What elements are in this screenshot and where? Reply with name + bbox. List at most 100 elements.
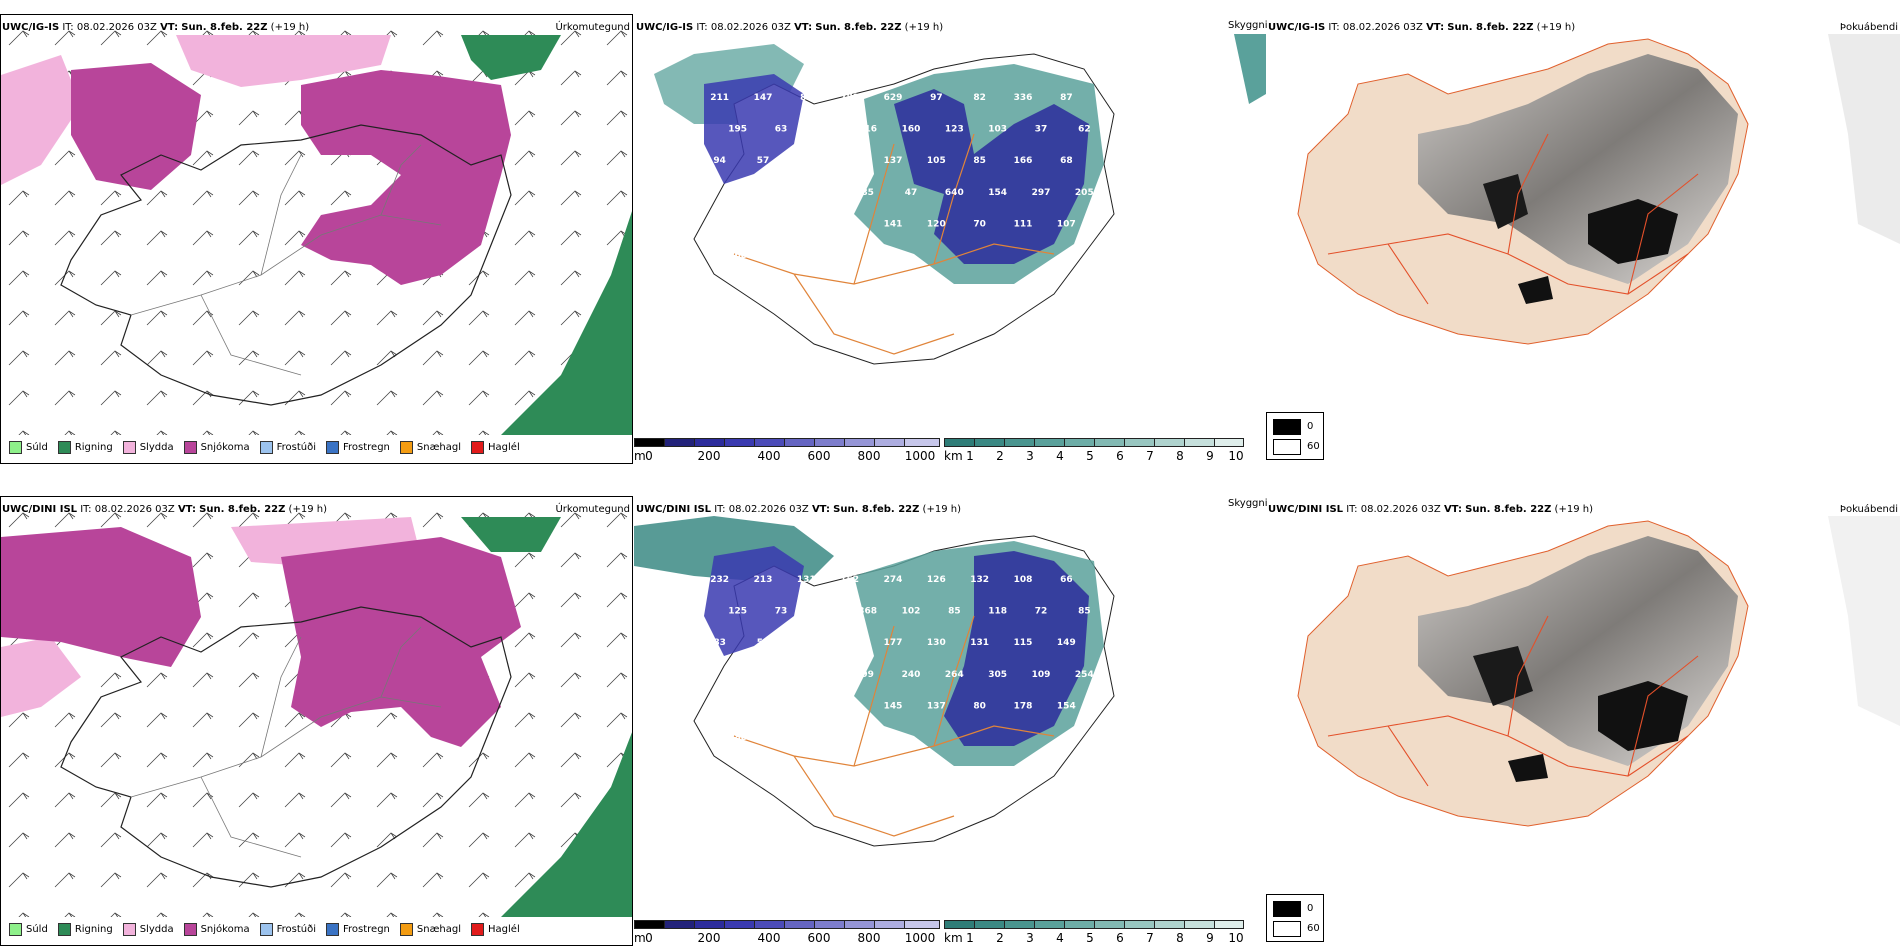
visibility-km-tick: 1 [966, 449, 974, 463]
visibility-km-tick: 4 [1056, 931, 1064, 945]
visibility-value-label: 102 [902, 607, 921, 617]
legend-item-rigning: Rigning [57, 441, 113, 454]
snow-region-north-row1 [301, 70, 511, 285]
visibility-value-label: 166 [840, 638, 859, 648]
panel-title-visibility-row1: Skyggni [1228, 20, 1268, 31]
visibility-value-label: 213 [754, 575, 773, 585]
visibility-m-tick: 0 [645, 931, 653, 945]
visibility-km-tick: 4 [1056, 449, 1064, 463]
visibility-value-label: 85 [800, 93, 813, 103]
visibility-value-label: 166 [1014, 156, 1033, 166]
visibility-value-label: 83 [713, 638, 726, 648]
visibility-value-label: 118 [988, 607, 1007, 617]
visibility-value-label: 216 [858, 125, 877, 135]
precip-type-legend-row1: Súld Rigning Slydda Snjókoma Frostúði Fr… [9, 441, 530, 454]
visibility-value-label: 218 [710, 220, 729, 230]
precip-type-map-panel-row1: Súld Rigning Slydda Snjókoma Frostúði Fr… [0, 14, 633, 464]
visibility-km-tick: 10 [1228, 931, 1244, 945]
visibility-m-tick: 1000 [904, 449, 936, 463]
precip-type-map-row1 [1, 15, 632, 435]
visibility-value-label: 82 [973, 93, 986, 103]
visibility-km-colorbar-row1: km 1 2 3 4 5 6 7 8 9 10 [944, 438, 1244, 464]
legend-item-frostudi: Frostúði [259, 441, 316, 454]
visibility-value-label: 120 [927, 220, 946, 230]
visibility-km-unit: km [944, 449, 963, 463]
legend-item-snjokoma: Snjókoma [183, 923, 250, 936]
visibility-km-tick: 3 [1026, 931, 1034, 945]
rain-region-northeast-row2 [461, 517, 561, 552]
panel-header-fog-row2: UWC/DINI ISL IT: 08.02.2026 03Z VT: Sun.… [1268, 504, 1593, 515]
visibility-km-tick: 7 [1146, 931, 1154, 945]
fog-east-fade-row2 [1828, 516, 1900, 726]
fog-dark-spot-south-row1 [1518, 276, 1553, 304]
legend-item-snaehagl: Snæhagl [399, 923, 461, 936]
visibility-value-label: 97 [930, 93, 943, 103]
visibility-value-label: 168 [728, 251, 747, 261]
legend-item-snaehagl: Snæhagl [399, 441, 461, 454]
visibility-value-label: 66 [1060, 575, 1073, 585]
visibility-value-label: 789 [840, 93, 859, 103]
visibility-value-label: 160 [902, 125, 921, 135]
legend-item-snjokoma: Snjókoma [183, 441, 250, 454]
visibility-m-unit: m [634, 449, 646, 463]
visibility-value-label: 131 [797, 575, 816, 585]
legend-item-haglel: Haglél [471, 923, 520, 936]
legend-item-frostudi: Frostúði [259, 923, 316, 936]
panel-header-precip-row2: UWC/DINI ISL IT: 08.02.2026 03Z VT: Sun.… [2, 504, 327, 515]
visibility-value-label: 81 [818, 670, 831, 680]
panel-title-visibility-row2: Skyggni [1228, 498, 1268, 509]
visibility-km-tick: 5 [1086, 931, 1094, 945]
legend-item-rigning: Rigning [57, 923, 113, 936]
fog-dark-spot-south-row2 [1508, 754, 1548, 782]
visibility-value-label: 254 [1075, 670, 1094, 680]
visibility-value-label: 154 [1057, 702, 1076, 712]
blue-low-visibility-west-row1 [704, 74, 804, 184]
snow-region-north-row2 [281, 537, 521, 747]
visibility-value-label: 171 [797, 638, 816, 648]
visibility-value-label: 108 [1014, 575, 1033, 585]
visibility-value-label: 70 [973, 220, 986, 230]
visibility-m-tick: 800 [857, 449, 881, 463]
panel-header-precip-row1: UWC/IG-IS IT: 08.02.2026 03Z VT: Sun. 8.… [2, 22, 310, 33]
fog-dark-core-row1 [1588, 199, 1678, 264]
visibility-m-tick: 400 [757, 449, 781, 463]
visibility-value-label: 305 [988, 670, 1007, 680]
visibility-value-label: 154 [988, 188, 1007, 198]
rain-region-northeast-row1 [461, 35, 561, 80]
orange-roads-row1 [733, 133, 1055, 355]
fog-map-panel-row1 [1268, 14, 1900, 434]
visibility-value-label: 137 [927, 702, 946, 712]
panel-title-precip-type-row2: Úrkomutegund [555, 504, 630, 515]
visibility-value-label: 70 [818, 188, 831, 198]
legend-item-slydda: Slydda [122, 923, 174, 936]
visibility-value-label: 85 [1078, 607, 1091, 617]
visibility-value-label: 68 [1060, 156, 1073, 166]
roads-row1 [130, 144, 442, 376]
visibility-km-tick: 1 [966, 931, 974, 945]
iceland-coastline-row1 [60, 124, 512, 406]
visibility-m-colorbar-row1: m 0 200 400 600 800 1000 [634, 438, 940, 464]
visibility-value-label: 63 [800, 702, 813, 712]
fog-map-panel-row2 [1268, 496, 1900, 916]
blue-low-visibility-north-row2 [944, 551, 1089, 746]
visibility-value-label: 73 [775, 607, 788, 617]
roads-row2 [130, 626, 442, 858]
legend-item-sudl: Súld [9, 923, 48, 936]
visibility-km-tick: 2 [996, 449, 1004, 463]
orange-roads-row2 [733, 615, 1055, 837]
visibility-value-label: 141 [884, 220, 903, 230]
visibility-m-tick: 600 [807, 449, 831, 463]
visibility-value-label: 85 [948, 607, 961, 617]
visibility-value-label: 117 [710, 702, 729, 712]
visibility-value-label: 99 [861, 670, 874, 680]
visibility-m-tick: 200 [697, 449, 721, 463]
visibility-value-label: 121 [728, 670, 747, 680]
visibility-value-label: 85 [973, 156, 986, 166]
visibility-value-label: 107 [1057, 220, 1076, 230]
legend-item-slydda: Slydda [122, 441, 174, 454]
panel-header-visibility-row1: UWC/IG-IS IT: 08.02.2026 03Z VT: Sun. 8.… [636, 22, 944, 33]
visibility-km-tick: 5 [1086, 449, 1094, 463]
visibility-value-label: 105 [927, 156, 946, 166]
visibility-value-label: 629 [884, 93, 903, 103]
visibility-m-tick: 0 [645, 449, 653, 463]
